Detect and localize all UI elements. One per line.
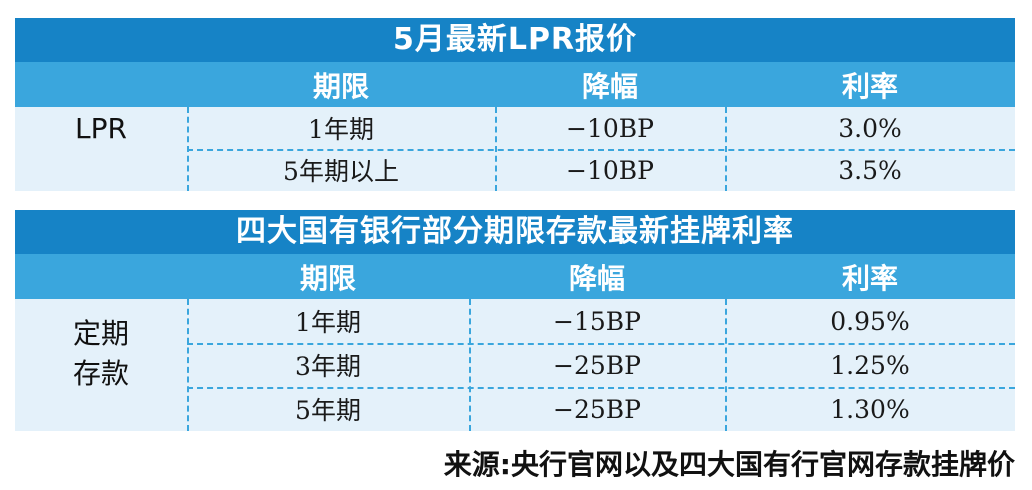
deposit-rate-table: 四大国有银行部分期限存款最新挂牌利率 期限 降幅 利率 定期 存款 1年期 −1… [15, 210, 1015, 431]
lpr-table: 5月最新LPR报价 期限 降幅 利率 LPR 1年期 −10BP 3.0% 5年… [15, 18, 1015, 191]
deposit-row-1-term: 1年期 [295, 308, 361, 337]
header-term: 期限 [299, 261, 356, 295]
lpr-row-1-term: 1年期 [308, 115, 374, 144]
column-divider [725, 299, 727, 431]
column-divider [187, 299, 189, 431]
header-cut: 降幅 [581, 69, 638, 103]
deposit-row-2-cut: −25BP [553, 350, 641, 380]
header-term: 期限 [312, 69, 369, 103]
header-rate: 利率 [841, 261, 898, 295]
deposit-row-2-term: 3年期 [295, 352, 361, 381]
lpr-row-1-rate: 3.0% [838, 113, 902, 143]
lpr-table-header: 期限 降幅 利率 [15, 62, 1015, 107]
deposit-table-body: 定期 存款 1年期 −15BP 0.95% 3年期 −25BP 1.25% 5年… [15, 299, 1015, 431]
row-divider [187, 343, 1015, 345]
row-divider [187, 387, 1015, 389]
lpr-row-1-cut: −10BP [566, 113, 654, 143]
deposit-row-3-rate: 1.30% [830, 394, 910, 424]
lpr-table-title: 5月最新LPR报价 [15, 18, 1015, 62]
deposit-row-label-line1: 定期 [72, 317, 129, 350]
lpr-row-2-term: 5年期以上 [283, 157, 399, 186]
source-note: 来源:央行官网以及四大国有行官网存款挂牌价 [443, 448, 1015, 481]
deposit-row-1-cut: −15BP [553, 306, 641, 336]
lpr-row-label: LPR [75, 111, 127, 145]
lpr-row-2-cut: −10BP [566, 155, 654, 185]
header-rate: 利率 [841, 69, 898, 103]
deposit-table-title: 四大国有银行部分期限存款最新挂牌利率 [15, 210, 1015, 254]
column-divider [469, 299, 471, 431]
deposit-table-header: 期限 降幅 利率 [15, 254, 1015, 299]
deposit-row-3-term: 5年期 [295, 396, 361, 425]
deposit-row-label: 定期 存款 [15, 299, 187, 409]
lpr-row-2-rate: 3.5% [838, 155, 902, 185]
lpr-table-body: LPR 1年期 −10BP 3.0% 5年期以上 −10BP 3.5% [15, 107, 1015, 191]
deposit-row-label-line2: 存款 [72, 357, 129, 390]
row-divider [187, 149, 1015, 151]
header-blank [15, 254, 187, 299]
deposit-row-1-rate: 0.95% [830, 306, 910, 336]
deposit-row-2-rate: 1.25% [830, 350, 910, 380]
header-blank [15, 62, 187, 107]
header-cut: 降幅 [568, 261, 625, 295]
deposit-row-3-cut: −25BP [553, 394, 641, 424]
